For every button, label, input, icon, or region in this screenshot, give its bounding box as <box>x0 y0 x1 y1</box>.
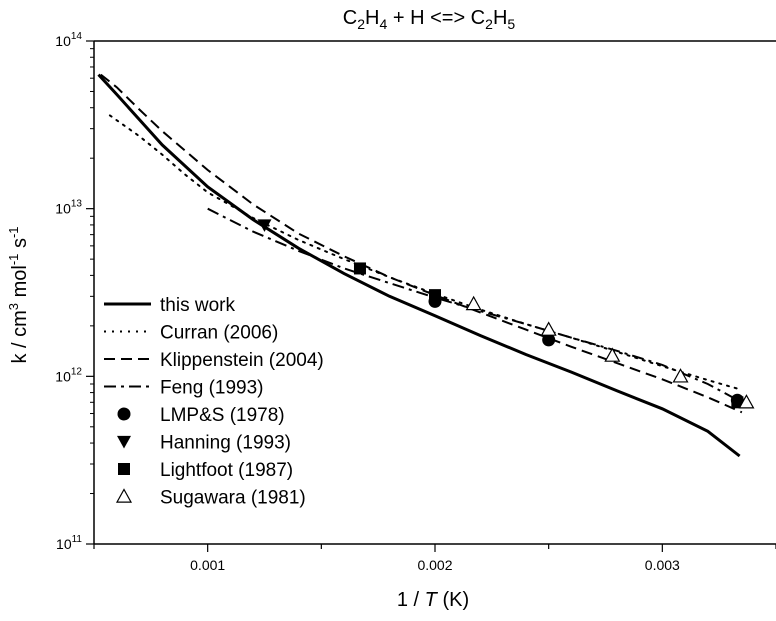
data-point-circle <box>117 407 131 421</box>
data-point-triangle-open <box>465 295 482 311</box>
legend-label: Klippenstein (2004) <box>160 350 324 371</box>
x-tick-label: 0.002 <box>417 557 452 573</box>
y-axis-title-part: mol <box>9 265 31 303</box>
data-point-square <box>429 289 441 302</box>
series-5 <box>257 219 272 232</box>
series-2 <box>100 73 743 414</box>
legend-entry: this work <box>104 295 235 316</box>
chart-title: C2H4 + H <=> C2H5 <box>343 7 516 32</box>
title-subscript: 5 <box>507 16 515 32</box>
y-tick-label: 1012 <box>55 366 82 384</box>
data-point-triangle-open <box>672 368 689 383</box>
series <box>97 73 755 458</box>
series-line <box>100 73 743 414</box>
series-1 <box>108 114 743 391</box>
legend-label: this work <box>160 295 235 316</box>
title-subscript: 2 <box>357 16 365 32</box>
legend-entry: Curran (2006) <box>104 323 278 344</box>
series-0 <box>97 73 741 458</box>
x-axis-title: 1 / T (K) <box>397 589 469 611</box>
y-tick-base: 10 <box>55 201 71 217</box>
series-7 <box>465 295 755 409</box>
y-tick-label: 1013 <box>55 199 82 217</box>
series-line <box>97 73 741 458</box>
series-3 <box>207 207 743 404</box>
title-part: + H <=> C <box>387 7 485 29</box>
legend-entry: LMP&S (1978) <box>117 405 285 426</box>
legend-entry: Hanning (1993) <box>117 433 291 454</box>
legend-entry: Klippenstein (2004) <box>104 350 324 371</box>
legend-label: Lightfoot (1987) <box>160 460 293 481</box>
y-tick-exponent: 13 <box>71 199 83 210</box>
data-point-triangle-open <box>604 347 621 362</box>
data-point-square <box>118 463 130 475</box>
y-axis-title-superscript: 3 <box>6 303 21 310</box>
y-tick-exponent: 14 <box>71 31 83 42</box>
y-tick-base: 10 <box>56 536 72 552</box>
x-tick-label: 0.003 <box>645 557 680 573</box>
title-part: C <box>343 7 357 29</box>
y-axis-title: k / cm3 mol-1 s-1 <box>6 226 31 363</box>
title-part: H <box>493 7 507 29</box>
x-axis-title-part: (K) <box>437 589 469 611</box>
data-point-triangle-open <box>738 394 755 409</box>
legend-entry: Lightfoot (1987) <box>118 460 293 481</box>
data-point-circle <box>542 333 556 347</box>
data-point-triangle-open <box>540 321 557 336</box>
y-tick-base: 10 <box>55 368 71 384</box>
series-line <box>108 114 743 391</box>
legend-label: Sugawara (1981) <box>160 488 306 509</box>
y-axis-title-superscript: -1 <box>6 226 21 238</box>
data-point-triangle-down <box>257 219 272 232</box>
legend-entry: Feng (1993) <box>104 378 264 399</box>
y-tick-label: 1011 <box>56 534 82 552</box>
y-axis-title-part: k / cm <box>9 310 31 363</box>
legend: this work Curran (2006) Klippenstein (2004… <box>104 295 324 509</box>
x-tick-label: 0.001 <box>190 557 225 573</box>
y-tick-exponent: 12 <box>71 366 83 377</box>
legend-label: Feng (1993) <box>160 378 264 399</box>
data-point-triangle-down <box>117 435 131 449</box>
data-point-triangle-open <box>115 488 133 503</box>
y-tick-base: 10 <box>55 33 71 49</box>
series-6 <box>353 262 744 409</box>
y-tick-exponent: 11 <box>72 534 83 545</box>
legend-label: Hanning (1993) <box>160 433 291 454</box>
y-axis-title-part: s <box>9 238 31 254</box>
title-part: H <box>365 7 379 29</box>
data-point-square <box>353 262 366 275</box>
legend-label: LMP&S (1978) <box>160 405 285 426</box>
legend-entry: Sugawara (1981) <box>115 488 306 509</box>
title-subscript: 4 <box>380 16 388 32</box>
y-axis-title-superscript: -1 <box>6 254 21 266</box>
title-subscript: 2 <box>485 16 493 32</box>
x-axis-title-part: 1 / <box>397 589 425 611</box>
legend-label: Curran (2006) <box>160 323 278 344</box>
x-axis-title-italic: T <box>425 589 439 611</box>
series-line <box>207 207 743 404</box>
y-tick-label: 1014 <box>55 31 82 49</box>
